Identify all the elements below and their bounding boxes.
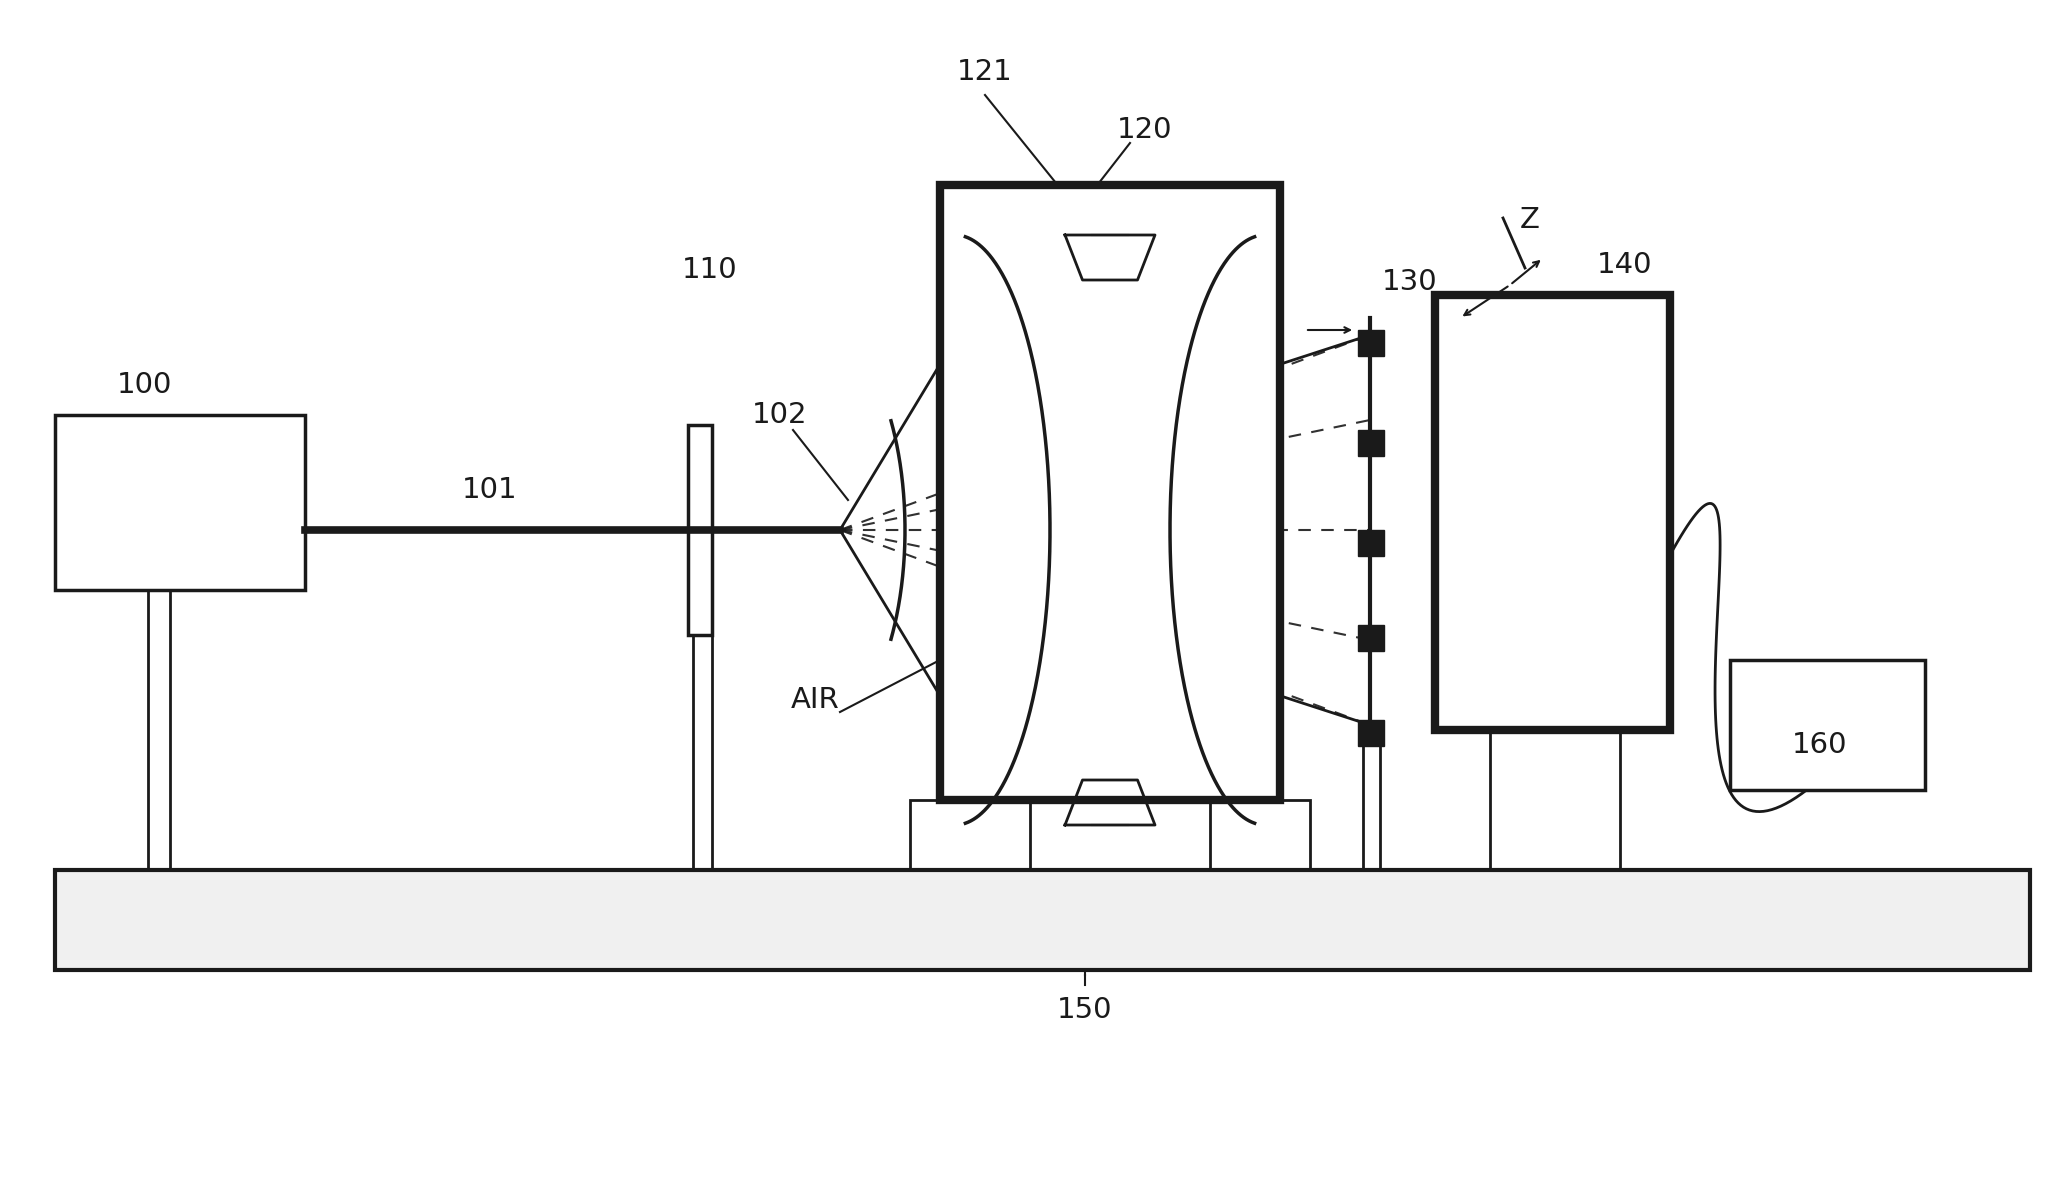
Bar	[910, 799, 1311, 870]
Text: 120: 120	[1117, 116, 1172, 145]
Text: 100: 100	[118, 370, 173, 399]
Text: 130: 130	[1383, 268, 1439, 296]
Text: 102: 102	[751, 402, 807, 429]
Text: 160: 160	[1792, 731, 1847, 759]
Bar	[1358, 721, 1385, 746]
Bar	[56, 415, 305, 590]
Bar	[56, 870, 2031, 970]
Bar	[1434, 295, 1670, 730]
Bar	[1358, 430, 1385, 456]
Text: 140: 140	[1598, 251, 1653, 278]
Bar	[1358, 531, 1385, 556]
Bar	[1358, 330, 1385, 356]
Bar	[687, 425, 712, 635]
Bar	[1730, 660, 1926, 790]
Text: 110: 110	[683, 256, 737, 284]
Text: 150: 150	[1057, 995, 1112, 1024]
Text: Z: Z	[1519, 206, 1540, 234]
Text: 101: 101	[462, 476, 518, 504]
Text: AIR: AIR	[791, 686, 840, 713]
Bar	[1358, 625, 1385, 651]
Bar	[939, 185, 1280, 799]
Text: 121: 121	[958, 59, 1013, 86]
